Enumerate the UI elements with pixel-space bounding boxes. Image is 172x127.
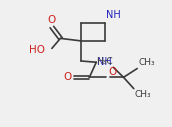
Text: O: O [47,15,55,25]
Text: NH: NH [97,57,112,67]
Text: HO: HO [29,45,45,55]
Text: CH₃: CH₃ [138,58,155,67]
Text: H₃C: H₃C [96,57,112,66]
Text: O: O [108,67,116,77]
Text: CH₃: CH₃ [135,90,151,99]
Text: O: O [63,72,72,82]
Text: NH: NH [106,10,120,20]
